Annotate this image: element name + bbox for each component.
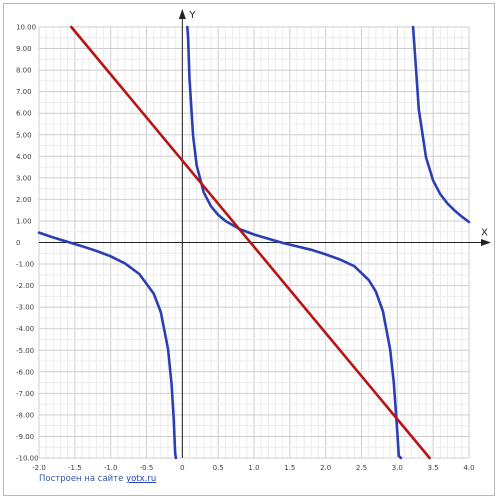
y-tick-label: 1.00 <box>16 217 32 225</box>
y-tick-label: 10.00 <box>16 24 36 32</box>
y-tick-label: -10.00 <box>16 455 39 463</box>
footer-text: Построен на сайте <box>39 474 127 484</box>
y-tick-label: 8.00 <box>16 67 32 75</box>
data-series <box>37 25 471 460</box>
x-tick-label: -1.0 <box>104 464 118 472</box>
y-tick-label: -6.00 <box>16 368 34 376</box>
y-tick-label: 0 <box>16 239 20 247</box>
x-tick-label: -1.5 <box>68 464 82 472</box>
y-tick-label: -5.00 <box>16 347 34 355</box>
y-tick-labels: 10.00 9.00 8.00 7.00 6.00 5.00 4.00 3.00 2.00 1.0… <box>16 24 39 463</box>
y-tick-label: 2.00 <box>16 196 32 204</box>
y-tick-label: -9.00 <box>16 433 34 441</box>
x-tick-label: 0 <box>180 464 184 472</box>
curve-branch-3 <box>411 25 471 224</box>
y-tick-label: -8.00 <box>16 411 34 419</box>
x-tick-label: 2.0 <box>320 464 331 472</box>
footer-link[interactable]: yotx.ru <box>126 474 157 484</box>
y-tick-label: 9.00 <box>16 45 32 53</box>
x-tick-label: 2.5 <box>356 464 367 472</box>
y-tick-label: -4.00 <box>16 325 34 333</box>
x-tick-label: 0.5 <box>213 464 224 472</box>
y-tick-label: 3.00 <box>16 174 32 182</box>
x-tick-label: 4.0 <box>463 464 474 472</box>
x-tick-labels: -2.0 -1.5 -1.0 -0.5 0 0.5 1.0 1.5 2.0 2.5 3.0 3.5 4.… <box>32 464 474 472</box>
axes <box>39 9 491 458</box>
y-tick-label: -1.00 <box>16 261 34 269</box>
x-tick-label: -2.0 <box>32 464 46 472</box>
curve-branch-2 <box>186 25 403 460</box>
y-tick-label: 6.00 <box>16 110 32 118</box>
y-axis-arrow <box>178 9 186 19</box>
x-axis-label: X <box>481 228 488 239</box>
y-tick-label: -3.00 <box>16 304 34 312</box>
x-axis-arrow <box>481 239 491 246</box>
y-tick-label: -7.00 <box>16 390 34 398</box>
x-tick-label: 1.0 <box>248 464 259 472</box>
footer-credit: Построен на сайте yotx.ru <box>39 474 156 484</box>
y-axis-label: Y <box>188 10 196 21</box>
y-tick-label: 7.00 <box>16 88 32 96</box>
straight-line <box>70 25 431 460</box>
x-tick-label: 1.5 <box>284 464 295 472</box>
x-tick-label: 3.0 <box>392 464 403 472</box>
y-tick-label: 5.00 <box>16 131 32 139</box>
curve-branch-1 <box>37 231 178 460</box>
chart-frame <box>3 3 495 496</box>
x-tick-label: 3.5 <box>428 464 439 472</box>
y-tick-label: 4.00 <box>16 153 32 161</box>
y-tick-label: -2.00 <box>16 282 34 290</box>
x-tick-label: -0.5 <box>140 464 154 472</box>
